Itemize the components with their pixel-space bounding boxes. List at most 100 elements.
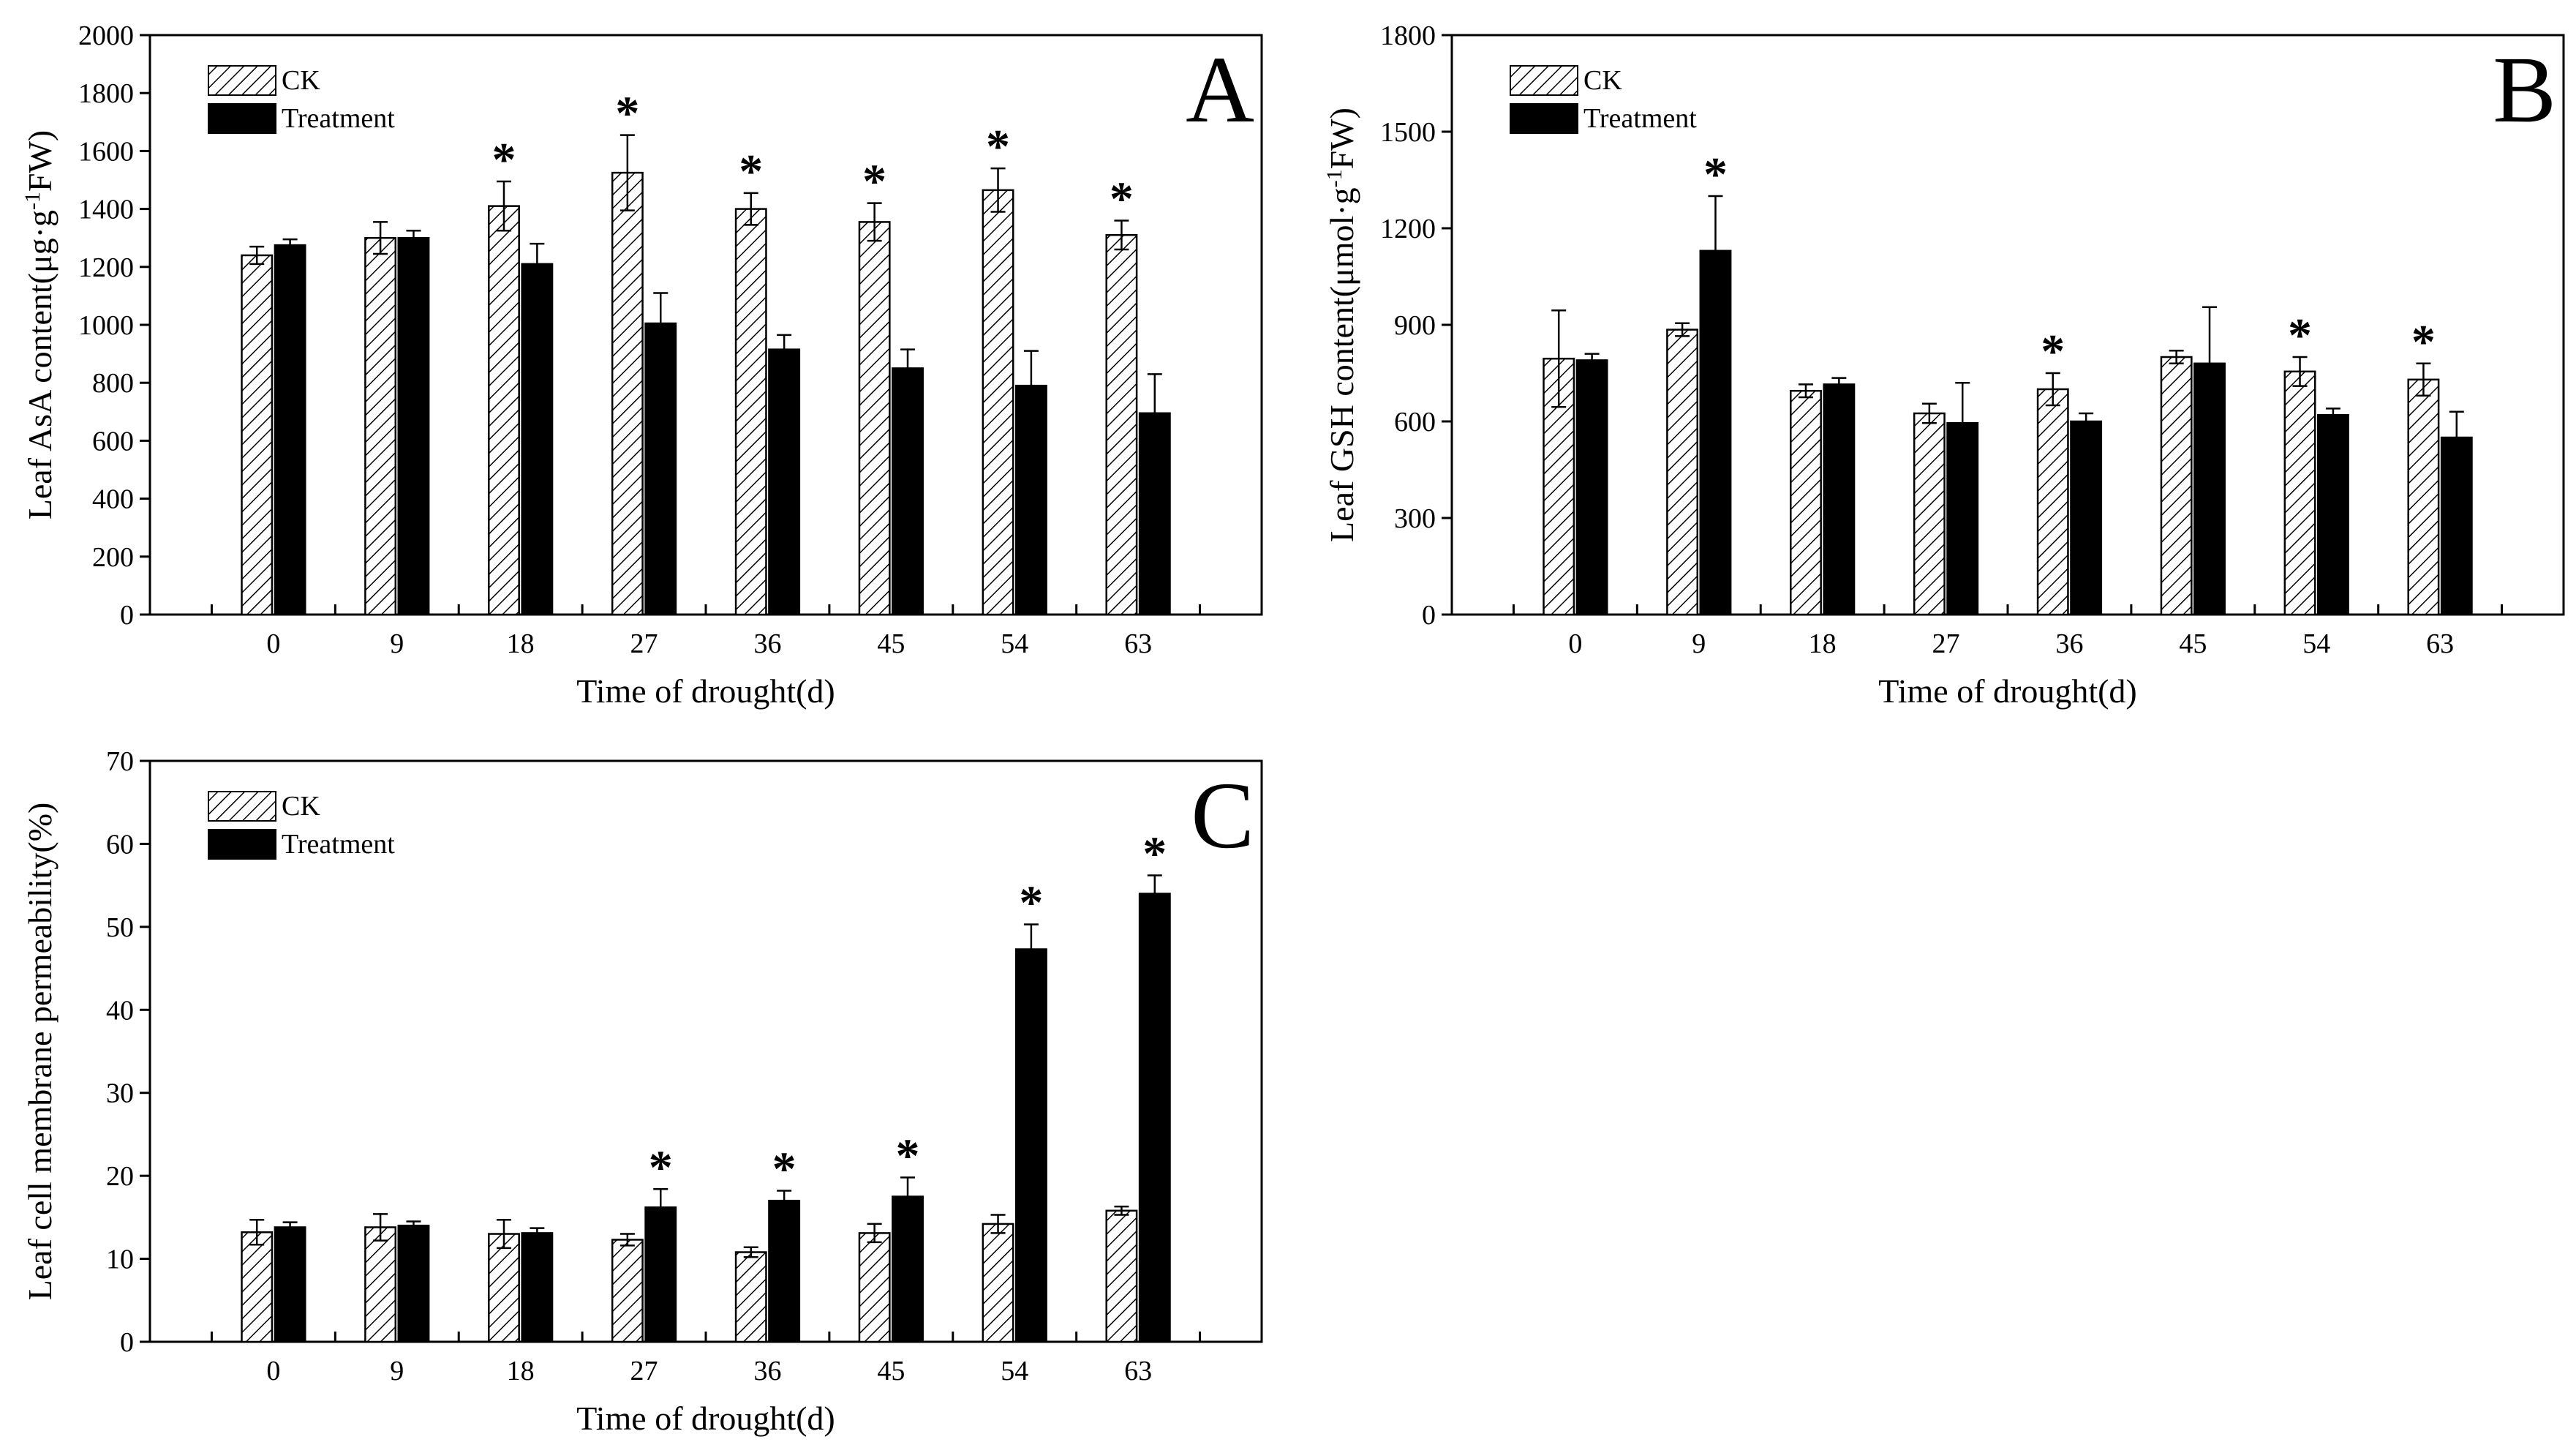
x-tick-label: 27	[630, 1356, 658, 1386]
legend-label-ck: CK	[282, 791, 320, 822]
bar-treatment	[1699, 249, 1732, 616]
x-axis-ticks: 0 9 18 27 36 45 54 63	[210, 1332, 1202, 1386]
x-tick-label: 54	[2302, 628, 2330, 659]
y-axis-label-unit: FW)	[1323, 108, 1360, 169]
significance-star: *	[986, 120, 1010, 173]
significance-marks: * * * * * *	[492, 87, 1133, 226]
x-tick-label: 54	[1001, 628, 1028, 659]
x-axis-label: Time of drought(d)	[576, 1400, 835, 1437]
error-bars	[1551, 195, 2464, 465]
bar-ck	[364, 1226, 397, 1343]
legend-label-treatment: Treatment	[282, 103, 395, 134]
significance-star: *	[896, 1129, 920, 1182]
y-tick-label: 1500	[1380, 117, 1436, 148]
y-tick-label: 1000	[78, 310, 134, 341]
bar-ck	[611, 1239, 644, 1343]
bar-treatment	[644, 322, 677, 616]
bar-treatment	[1823, 383, 1856, 616]
panel-letter: A	[1186, 37, 1254, 143]
significance-star: *	[862, 155, 886, 209]
significance-star: *	[615, 87, 639, 140]
significance-star: *	[649, 1141, 673, 1194]
x-tick-label: 0	[266, 628, 280, 659]
y-tick-label: 0	[120, 1327, 134, 1358]
bar-ck	[611, 171, 644, 616]
bar-ck	[2160, 356, 2193, 616]
bar-ck	[734, 208, 767, 616]
y-tick-label: 0	[1422, 600, 1436, 631]
bar-treatment	[892, 1195, 924, 1343]
legend-swatch-treatment	[208, 829, 276, 860]
bar-treatment	[274, 1226, 306, 1343]
legend: CK Treatment	[208, 65, 395, 134]
x-tick-label: 63	[2426, 628, 2454, 659]
panel-a: *** *** 020040060080010001200140016001800…	[20, 20, 1263, 710]
y-axis-label-main: Leaf GSH content(μmol·g	[1323, 187, 1360, 542]
bar-ck	[982, 189, 1014, 616]
y-axis-label-main: Leaf cell membrane permeability(%)	[21, 803, 59, 1301]
y-tick-label: 2000	[78, 20, 134, 51]
y-tick-label: 30	[106, 1078, 134, 1109]
bars	[1543, 249, 2473, 616]
y-tick-label: 900	[1394, 310, 1436, 341]
legend-swatch-treatment	[1510, 103, 1578, 134]
y-tick-label: 1800	[78, 78, 134, 109]
y-axis-label: Leaf cell membrane permeability(%)	[21, 803, 59, 1301]
y-tick-label: 600	[1394, 407, 1436, 438]
significance-marks: * * * * *	[649, 827, 1167, 1196]
bar-ck	[241, 1231, 274, 1343]
y-axis-label-superscript: -1	[1322, 169, 1347, 187]
error-bars	[249, 134, 1162, 454]
significance-star: *	[2411, 315, 2436, 369]
y-tick-label: 300	[1394, 503, 1436, 534]
panel-letter: C	[1191, 763, 1254, 868]
legend-swatch-treatment	[208, 103, 276, 134]
x-axis-ticks: 0 9 18 27 36 45 54 63	[1512, 604, 2504, 659]
y-tick-label: 800	[92, 368, 134, 399]
significance-star: *	[2041, 325, 2065, 378]
bar-treatment	[521, 263, 554, 616]
bar-treatment	[644, 1206, 677, 1343]
x-tick-label: 0	[266, 1356, 280, 1386]
significance-star: *	[492, 133, 516, 187]
bar-treatment	[397, 1224, 430, 1343]
legend-label-treatment: Treatment	[282, 829, 395, 860]
x-tick-label: 63	[1124, 628, 1152, 659]
x-tick-label: 36	[753, 1356, 781, 1386]
bar-ck	[241, 254, 274, 616]
legend: CK Treatment	[208, 791, 395, 860]
x-tick-label: 18	[507, 1356, 535, 1386]
error-bars	[249, 874, 1162, 1258]
y-tick-label: 600	[92, 426, 134, 457]
y-tick-label: 1400	[78, 195, 134, 225]
bar-treatment	[892, 367, 924, 616]
bar-treatment	[397, 236, 430, 616]
y-tick-label: 1200	[78, 252, 134, 283]
significance-star: *	[1019, 876, 1043, 929]
significance-star: *	[1110, 172, 1134, 225]
bars	[241, 171, 1171, 616]
significance-star: *	[739, 145, 763, 198]
panel-b: * * * * 0 300 600 900 1200 1500 1800 0 9 18 27 36 45 54…	[1322, 20, 2565, 710]
bar-treatment	[1014, 384, 1047, 616]
panel-c: * * * * * 0 10 20 30 40 50 60 70 0 9 18 27 36 45 54 63 Tim…	[21, 746, 1263, 1437]
bar-ck	[734, 1251, 767, 1343]
significance-marks: * * * *	[1703, 148, 2436, 378]
legend-swatch-ck	[208, 791, 276, 822]
significance-star: *	[2288, 309, 2312, 362]
x-axis-ticks: 0 9 18 27 36 45 54 63	[210, 604, 1202, 659]
x-tick-label: 36	[753, 628, 781, 659]
y-tick-label: 200	[92, 542, 134, 573]
bar-treatment	[768, 1199, 801, 1343]
bar-ck	[1913, 412, 1946, 616]
x-tick-label: 54	[1001, 1356, 1028, 1386]
bar-ck	[364, 236, 397, 616]
y-axis-label-main: Leaf AsA content(μg·g	[21, 210, 59, 519]
bar-ck	[858, 1232, 891, 1343]
bar-treatment	[521, 1232, 554, 1343]
bar-treatment	[2070, 420, 2103, 616]
bar-ck	[982, 1223, 1014, 1343]
x-tick-label: 63	[1124, 1356, 1152, 1386]
bar-ck	[1666, 328, 1699, 616]
x-tick-label: 45	[2179, 628, 2207, 659]
